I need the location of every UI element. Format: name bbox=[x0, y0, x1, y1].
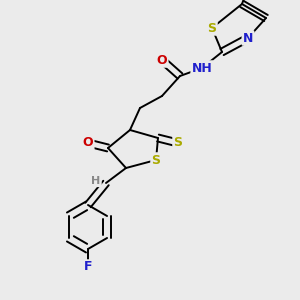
Text: H: H bbox=[92, 176, 100, 186]
Text: S: S bbox=[173, 136, 182, 149]
Text: O: O bbox=[157, 53, 167, 67]
Text: S: S bbox=[152, 154, 160, 166]
Text: NH: NH bbox=[192, 61, 212, 74]
Text: S: S bbox=[208, 22, 217, 34]
Text: N: N bbox=[243, 32, 253, 44]
Text: F: F bbox=[84, 260, 92, 274]
Text: O: O bbox=[83, 136, 93, 149]
